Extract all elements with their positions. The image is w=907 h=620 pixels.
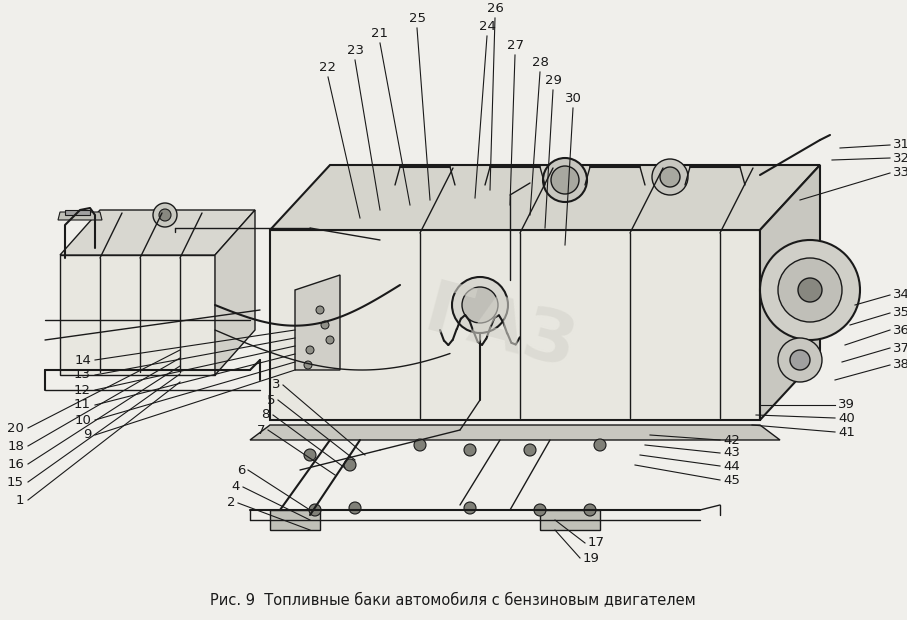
Text: 1: 1 (15, 494, 24, 507)
Polygon shape (270, 510, 320, 530)
Text: 32: 32 (893, 151, 907, 164)
Circle shape (798, 278, 822, 302)
Circle shape (304, 361, 312, 369)
Circle shape (462, 287, 498, 323)
Text: 43: 43 (723, 446, 740, 459)
Circle shape (464, 444, 476, 456)
Circle shape (524, 444, 536, 456)
Circle shape (344, 459, 356, 471)
Circle shape (306, 346, 314, 354)
Circle shape (652, 159, 688, 195)
Polygon shape (60, 255, 215, 375)
Text: 3: 3 (271, 378, 280, 391)
Text: 31: 31 (893, 138, 907, 151)
Text: 38: 38 (893, 358, 907, 371)
Polygon shape (58, 212, 102, 220)
Text: 37: 37 (893, 342, 907, 355)
Text: 11: 11 (74, 399, 91, 412)
Polygon shape (65, 210, 90, 215)
Polygon shape (250, 425, 780, 440)
Text: 41: 41 (838, 425, 855, 438)
Polygon shape (760, 165, 820, 420)
Circle shape (594, 439, 606, 451)
Polygon shape (215, 210, 255, 375)
Text: 4: 4 (231, 480, 240, 494)
Text: 23: 23 (346, 44, 364, 57)
Polygon shape (270, 165, 820, 230)
Text: 42: 42 (723, 433, 740, 446)
Circle shape (584, 504, 596, 516)
Text: 28: 28 (532, 56, 549, 69)
Text: 44: 44 (723, 459, 740, 472)
Circle shape (778, 338, 822, 382)
Text: 22: 22 (319, 61, 336, 74)
Circle shape (543, 158, 587, 202)
Text: 6: 6 (237, 464, 245, 477)
Circle shape (414, 439, 426, 451)
Circle shape (153, 203, 177, 227)
Text: 40: 40 (838, 412, 854, 425)
Circle shape (534, 504, 546, 516)
Text: 21: 21 (372, 27, 388, 40)
Text: 26: 26 (486, 2, 503, 15)
Circle shape (551, 166, 579, 194)
Circle shape (778, 258, 842, 322)
Text: 5: 5 (267, 394, 275, 407)
Text: 16: 16 (7, 458, 24, 471)
Text: 30: 30 (564, 92, 581, 105)
Circle shape (159, 209, 171, 221)
Text: 9: 9 (83, 428, 91, 441)
Circle shape (790, 350, 810, 370)
Circle shape (326, 336, 334, 344)
Polygon shape (295, 275, 340, 370)
Text: 7: 7 (257, 423, 265, 436)
Text: 19: 19 (583, 552, 600, 564)
Text: 27: 27 (506, 39, 523, 52)
Text: 13: 13 (74, 368, 91, 381)
Circle shape (309, 504, 321, 516)
Text: 33: 33 (893, 167, 907, 180)
Polygon shape (270, 230, 760, 420)
Circle shape (304, 449, 316, 461)
Text: ГАЗ: ГАЗ (417, 277, 583, 383)
Text: 12: 12 (74, 384, 91, 397)
Circle shape (349, 502, 361, 514)
Text: Рис. 9  Топливные баки автомобиля с бензиновым двигателем: Рис. 9 Топливные баки автомобиля с бензи… (210, 593, 696, 608)
Circle shape (660, 167, 680, 187)
Text: 8: 8 (261, 409, 270, 422)
Text: 25: 25 (408, 12, 425, 25)
Text: 17: 17 (588, 536, 605, 549)
Polygon shape (540, 510, 600, 530)
Text: 14: 14 (74, 353, 91, 366)
Text: 29: 29 (544, 74, 561, 87)
Polygon shape (60, 210, 255, 255)
Circle shape (452, 277, 508, 333)
Circle shape (316, 306, 324, 314)
Text: 39: 39 (838, 399, 855, 412)
Text: 10: 10 (74, 414, 91, 427)
Text: 36: 36 (893, 324, 907, 337)
Text: 20: 20 (7, 422, 24, 435)
Text: 34: 34 (893, 288, 907, 301)
Circle shape (321, 321, 329, 329)
Text: 45: 45 (723, 474, 740, 487)
Circle shape (464, 502, 476, 514)
Text: 35: 35 (893, 306, 907, 319)
Text: 18: 18 (7, 440, 24, 453)
Text: 15: 15 (7, 476, 24, 489)
Text: 2: 2 (227, 497, 235, 510)
Text: 24: 24 (479, 20, 495, 33)
Circle shape (760, 240, 860, 340)
